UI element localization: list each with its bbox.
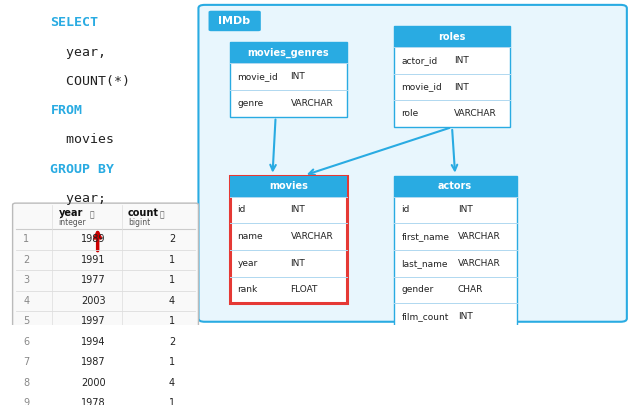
Text: 2: 2 <box>23 255 30 265</box>
Text: movies: movies <box>269 181 307 191</box>
Text: first_name: first_name <box>401 232 449 241</box>
Text: 1: 1 <box>169 398 175 405</box>
Text: 1997: 1997 <box>81 316 106 326</box>
Text: 6: 6 <box>23 337 30 347</box>
Text: 4: 4 <box>169 296 175 306</box>
Text: 1: 1 <box>23 234 30 244</box>
Text: FLOAT: FLOAT <box>290 286 318 294</box>
FancyBboxPatch shape <box>394 26 510 47</box>
Text: roles: roles <box>438 32 466 42</box>
Text: bigint: bigint <box>128 218 150 227</box>
Text: 1: 1 <box>169 275 175 285</box>
Text: actor_id: actor_id <box>401 56 438 65</box>
Text: year: year <box>59 208 83 218</box>
FancyBboxPatch shape <box>230 175 346 303</box>
Text: movies_genres: movies_genres <box>248 48 329 58</box>
Text: 1: 1 <box>169 357 175 367</box>
FancyBboxPatch shape <box>394 26 510 127</box>
Text: 1: 1 <box>169 255 175 265</box>
Text: 1977: 1977 <box>81 275 106 285</box>
Text: VARCHAR: VARCHAR <box>290 99 333 108</box>
FancyBboxPatch shape <box>209 11 261 31</box>
Text: film_count: film_count <box>401 312 449 321</box>
Text: 2: 2 <box>169 234 175 244</box>
Text: role: role <box>401 109 418 118</box>
Text: 1978: 1978 <box>81 398 106 405</box>
Text: movie_id: movie_id <box>238 72 278 81</box>
Text: 4: 4 <box>23 296 30 306</box>
Text: 2: 2 <box>169 337 175 347</box>
Text: COUNT(*): COUNT(*) <box>50 75 130 88</box>
Text: 5: 5 <box>23 316 30 326</box>
Text: name: name <box>238 232 263 241</box>
Text: genre: genre <box>238 99 264 108</box>
Text: INT: INT <box>290 205 306 215</box>
Text: year,: year, <box>50 45 106 58</box>
Text: VARCHAR: VARCHAR <box>457 232 500 241</box>
Text: CHAR: CHAR <box>457 286 483 294</box>
Text: year;: year; <box>50 192 106 205</box>
Text: INT: INT <box>290 72 306 81</box>
Text: integer: integer <box>59 218 86 227</box>
Text: actors: actors <box>438 181 472 191</box>
FancyBboxPatch shape <box>198 5 627 322</box>
FancyBboxPatch shape <box>230 42 346 63</box>
Text: 1989: 1989 <box>81 234 106 244</box>
Text: FROM: FROM <box>50 104 83 117</box>
Text: gender: gender <box>401 286 433 294</box>
Text: 🔒: 🔒 <box>159 211 164 220</box>
Text: 8: 8 <box>23 378 30 388</box>
Text: VARCHAR: VARCHAR <box>457 259 500 268</box>
Text: 2003: 2003 <box>81 296 106 306</box>
Text: 1987: 1987 <box>81 357 106 367</box>
Text: INT: INT <box>457 312 472 321</box>
Text: 1: 1 <box>169 316 175 326</box>
Text: INT: INT <box>454 56 469 65</box>
Text: INT: INT <box>457 205 472 215</box>
Text: 4: 4 <box>169 378 175 388</box>
Text: SELECT: SELECT <box>50 16 98 29</box>
FancyBboxPatch shape <box>394 175 517 330</box>
Text: INT: INT <box>290 259 306 268</box>
Text: 1991: 1991 <box>81 255 106 265</box>
FancyBboxPatch shape <box>394 175 517 196</box>
Text: 9: 9 <box>23 398 30 405</box>
Text: movie_id: movie_id <box>401 83 442 92</box>
Text: VARCHAR: VARCHAR <box>290 232 333 241</box>
Text: rank: rank <box>238 286 258 294</box>
Text: 1994: 1994 <box>81 337 106 347</box>
Text: 7: 7 <box>23 357 30 367</box>
Text: movies: movies <box>50 133 115 146</box>
Text: id: id <box>401 205 410 215</box>
Text: year: year <box>238 259 258 268</box>
Text: VARCHAR: VARCHAR <box>454 109 497 118</box>
FancyBboxPatch shape <box>230 42 346 117</box>
Text: count: count <box>128 208 159 218</box>
FancyBboxPatch shape <box>13 203 198 405</box>
Text: GROUP BY: GROUP BY <box>50 162 115 175</box>
FancyBboxPatch shape <box>230 175 346 196</box>
Text: id: id <box>238 205 246 215</box>
Text: last_name: last_name <box>401 259 448 268</box>
Text: INT: INT <box>454 83 469 92</box>
Text: 3: 3 <box>23 275 30 285</box>
Text: 2000: 2000 <box>81 378 106 388</box>
Text: 🔒: 🔒 <box>90 211 94 220</box>
Text: IMDb: IMDb <box>219 16 250 26</box>
